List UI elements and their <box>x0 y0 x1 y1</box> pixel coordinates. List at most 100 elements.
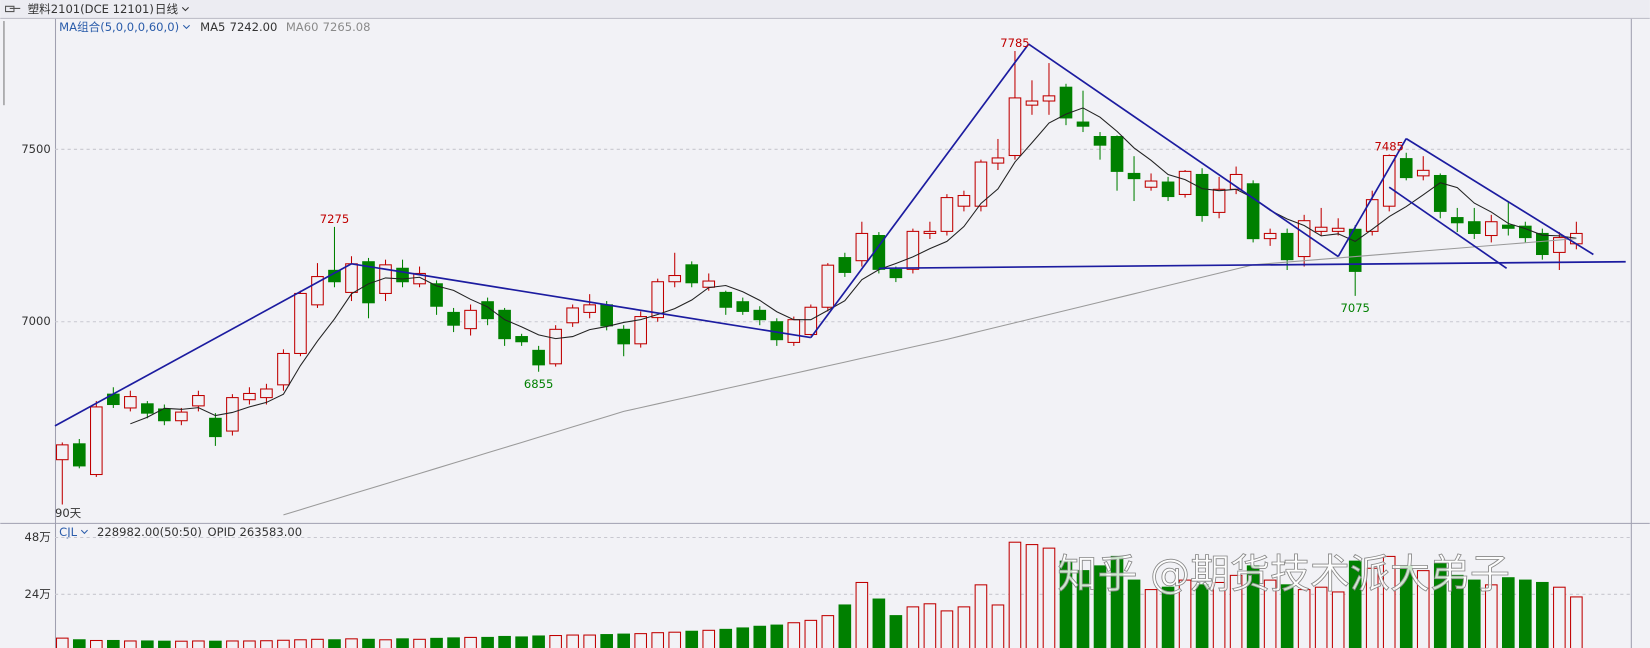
candle-body <box>651 281 665 319</box>
volume-bar <box>1467 579 1481 648</box>
trend-line <box>1028 43 1339 258</box>
candle-body <box>634 316 648 345</box>
volume-name[interactable]: CJL <box>59 525 77 539</box>
period-chevron[interactable] <box>181 6 189 12</box>
volume-bar <box>872 598 886 648</box>
volume-bar <box>260 640 273 648</box>
candle-body <box>753 309 767 321</box>
candle-body <box>175 411 188 422</box>
volume-bar <box>209 640 222 648</box>
volume-bar <box>1144 589 1158 648</box>
volume-bar <box>736 627 750 648</box>
legend-name: MA60 <box>286 20 319 34</box>
volume-bar <box>838 604 852 648</box>
candle-body <box>209 417 222 438</box>
volume-bar <box>1519 579 1532 648</box>
candle-body <box>413 272 426 285</box>
candle-body <box>804 306 818 336</box>
candle-body <box>1331 227 1345 232</box>
candle-body <box>838 257 852 273</box>
volume-bar <box>90 639 103 648</box>
volume-bar <box>566 634 579 648</box>
candle-body <box>1110 136 1124 172</box>
volume-bar <box>1178 579 1192 648</box>
volume-bar <box>1212 581 1226 648</box>
candle-body <box>668 274 682 283</box>
candle-body <box>821 264 835 308</box>
trend-line <box>54 263 352 427</box>
y-tick-label: 7000 <box>21 314 50 328</box>
candle-body <box>1093 136 1107 146</box>
volume-bar <box>1450 574 1464 648</box>
candle-body <box>192 395 205 407</box>
volume-bar <box>1263 579 1277 648</box>
watermark: 知乎 @期货技术派大弟子 <box>1057 551 1509 597</box>
trend-line <box>1405 137 1594 256</box>
candle-body <box>1144 180 1158 188</box>
volume-bar <box>515 636 528 648</box>
volume-bar <box>1536 581 1549 648</box>
candle-body <box>685 264 699 284</box>
candle-body <box>464 309 477 330</box>
candle-body <box>447 311 460 326</box>
volume-bar <box>328 639 341 648</box>
volume-bar <box>1280 584 1294 648</box>
candle-body <box>940 197 954 232</box>
candle-body <box>1127 172 1141 180</box>
indicator-chevron[interactable] <box>182 24 190 30</box>
volume-bar <box>379 639 392 648</box>
candle-body <box>1178 170 1192 196</box>
candle-body <box>260 388 273 399</box>
volume-bar <box>72 639 86 648</box>
period[interactable]: 日线 <box>155 2 179 16</box>
candle-body <box>294 292 307 354</box>
volume-bar <box>1161 586 1175 648</box>
volume-bar <box>719 628 733 648</box>
volume-info: 228982.00(50:50) <box>97 525 202 539</box>
volume-bar <box>974 584 988 648</box>
symbol-icon[interactable] <box>5 5 21 13</box>
volume-tick-label: 48万 <box>24 530 50 544</box>
volume-bar <box>1331 591 1345 648</box>
volume-bar <box>107 639 120 648</box>
candle-body <box>719 291 733 308</box>
opid: OPID 263583.00 <box>208 525 303 539</box>
volume-bar <box>1042 547 1056 648</box>
candle-body <box>1025 100 1039 106</box>
volume-bar <box>753 625 767 648</box>
candle-body <box>617 328 630 345</box>
candle-body <box>991 157 1005 164</box>
candle-body <box>957 194 971 207</box>
trend-line <box>810 43 1030 339</box>
volume-bar <box>821 615 835 648</box>
candle-body <box>1195 173 1209 217</box>
indicator[interactable]: MA组合(5,0,0,0,60,0) <box>59 20 179 34</box>
candle-body <box>855 232 869 262</box>
volume-bar <box>1127 579 1141 648</box>
title[interactable]: 塑料2101(DCE 12101) <box>28 2 154 16</box>
y-tick-label: 7500 <box>21 142 50 156</box>
volume-chevron[interactable] <box>80 529 88 535</box>
extreme-label: 7075 <box>1340 301 1369 315</box>
candle-body <box>1501 224 1515 229</box>
candle-body <box>1382 154 1396 207</box>
volume-bar <box>532 635 545 648</box>
candle-body <box>1246 183 1260 240</box>
volume-bar <box>430 637 443 648</box>
candle-body <box>1416 169 1430 177</box>
trend-line <box>351 262 811 339</box>
volume-bar <box>1553 586 1566 648</box>
ma-line <box>283 238 1577 516</box>
volume-bar <box>1433 563 1447 648</box>
volume-bar <box>1382 555 1396 648</box>
candle-body <box>787 319 801 343</box>
candle-body <box>1553 237 1566 253</box>
volume-bar <box>498 635 511 648</box>
candle-body <box>311 276 324 306</box>
candle-body <box>736 301 750 312</box>
volume-bar <box>1246 565 1260 648</box>
candle-body <box>430 283 443 307</box>
volume-bar <box>957 606 971 648</box>
volume-bar <box>685 630 699 648</box>
